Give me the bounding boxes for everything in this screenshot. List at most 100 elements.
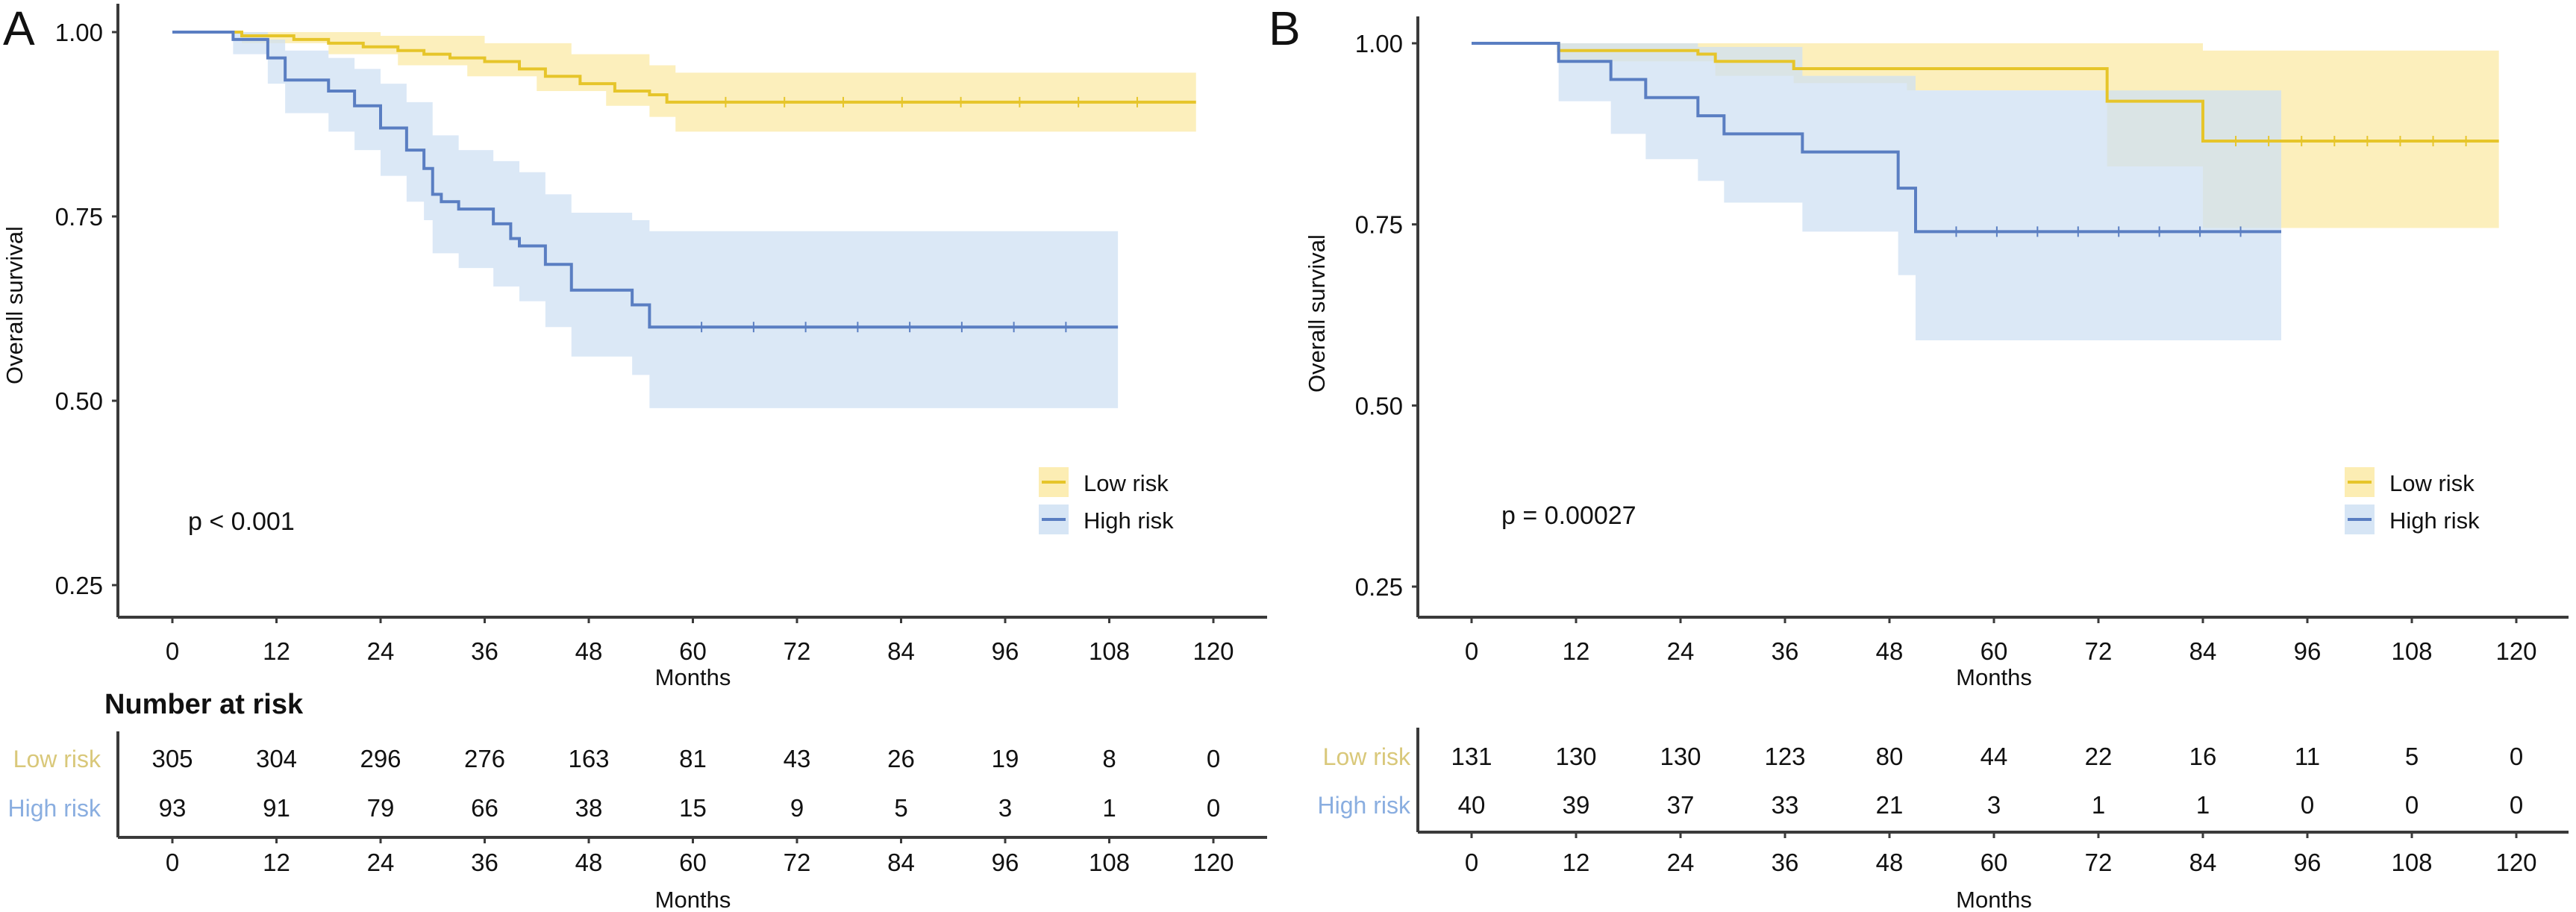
legend-label: Low risk — [1084, 470, 1169, 496]
risk-x-axis-title: Months — [1956, 887, 2032, 912]
risk-count: 16 — [2189, 743, 2217, 770]
plot-area — [1472, 42, 2499, 340]
risk-count: 0 — [1207, 745, 1220, 772]
panel-a: A Number at risk 0.250.500.751.000 12 24 36… — [1, 1, 1267, 912]
x-tick-label: 48 — [1876, 637, 1904, 665]
risk-count: 37 — [1667, 791, 1695, 819]
y-tick-label: 0.25 — [1355, 573, 1403, 601]
ci-band-high-risk — [172, 32, 1119, 408]
risk-x-tick-label: 108 — [2391, 849, 2432, 876]
x-tick-label: 108 — [2391, 637, 2432, 665]
ci-band-low-risk — [172, 32, 1196, 132]
risk-x-tick-label: 12 — [263, 849, 290, 876]
risk-count: 163 — [568, 745, 609, 772]
risk-count: 22 — [2085, 743, 2113, 770]
legend-label: High risk — [2389, 507, 2480, 534]
legend-label: High risk — [1084, 507, 1174, 534]
p-value-annotation: p = 0.00027 — [1501, 502, 1636, 530]
x-tick-label: 12 — [263, 637, 290, 665]
y-axis-title: Overall survival — [1, 226, 28, 384]
risk-x-tick-label: 84 — [887, 849, 915, 876]
risk-x-tick-label: 60 — [679, 849, 707, 876]
risk-count: 276 — [464, 745, 505, 772]
risk-x-tick-label: 72 — [2085, 849, 2113, 876]
risk-count: 0 — [2510, 743, 2523, 770]
risk-count: 305 — [151, 745, 193, 772]
risk-count: 9 — [790, 794, 804, 822]
risk-count: 123 — [1764, 743, 1805, 770]
risk-count: 93 — [159, 794, 187, 822]
x-tick-label: 72 — [784, 637, 811, 665]
x-tick-label: 36 — [1772, 637, 1799, 665]
y-tick-label: 0.25 — [55, 572, 103, 599]
risk-count: 43 — [784, 745, 811, 772]
x-tick-label: 84 — [2189, 637, 2217, 665]
risk-count: 40 — [1458, 791, 1486, 819]
risk-count: 79 — [367, 794, 395, 822]
risk-count: 1 — [2196, 791, 2210, 819]
risk-row-label: Low risk — [1323, 743, 1411, 770]
risk-count: 130 — [1660, 743, 1701, 770]
x-tick-label: 120 — [2495, 637, 2536, 665]
legend: Low risk High risk — [1039, 467, 1174, 534]
risk-count: 0 — [2301, 791, 2314, 819]
x-tick-label: 48 — [575, 637, 603, 665]
x-axis-title: Months — [655, 664, 731, 690]
risk-x-tick-label: 120 — [1192, 849, 1234, 876]
risk-x-tick-label: 12 — [1563, 849, 1590, 876]
x-tick-label: 120 — [1192, 637, 1234, 665]
x-tick-label: 108 — [1089, 637, 1130, 665]
panel-b: B 0.250.500.751.000 12 24 36 48 60 72 84 96 108 12… — [1269, 1, 2569, 912]
risk-x-tick-label: 48 — [575, 849, 603, 876]
risk-count: 1 — [2092, 791, 2105, 819]
risk-table-title: Number at risk — [104, 689, 304, 720]
y-tick-label: 1.00 — [55, 19, 103, 46]
km-curve-low-risk — [1472, 42, 2499, 143]
y-tick-label: 1.00 — [1355, 30, 1403, 57]
risk-count: 131 — [1451, 743, 1492, 770]
risk-row-label: Low risk — [13, 746, 101, 772]
risk-count: 5 — [894, 794, 907, 822]
p-value-annotation: p < 0.001 — [188, 507, 295, 536]
risk-count: 21 — [1876, 791, 1904, 819]
risk-count: 39 — [1563, 791, 1590, 819]
risk-count: 3 — [998, 794, 1012, 822]
legend-label: Low risk — [2389, 470, 2475, 496]
km-curve-high-risk — [172, 31, 1119, 329]
risk-count: 66 — [471, 794, 498, 822]
x-tick-label: 24 — [1667, 637, 1695, 665]
risk-row-label: High risk — [1318, 792, 1411, 819]
risk-count: 26 — [887, 745, 915, 772]
x-tick-label: 0 — [166, 637, 179, 665]
risk-x-tick-label: 48 — [1876, 849, 1904, 876]
y-axis-title: Overall survival — [1304, 234, 1330, 393]
y-tick-label: 0.50 — [55, 387, 103, 415]
risk-count: 80 — [1876, 743, 1904, 770]
risk-count: 1 — [1102, 794, 1116, 822]
risk-count: 0 — [2405, 791, 2419, 819]
x-tick-label: 12 — [1563, 637, 1590, 665]
y-tick-label: 0.75 — [55, 203, 103, 231]
risk-x-tick-label: 72 — [784, 849, 811, 876]
risk-x-tick-label: 36 — [471, 849, 498, 876]
risk-count: 296 — [360, 745, 401, 772]
risk-x-tick-label: 96 — [992, 849, 1019, 876]
risk-count: 15 — [679, 794, 707, 822]
x-tick-label: 36 — [471, 637, 498, 665]
risk-count: 91 — [263, 794, 290, 822]
y-tick-label: 0.50 — [1355, 392, 1403, 419]
risk-x-tick-label: 108 — [1089, 849, 1130, 876]
risk-x-tick-label: 24 — [1667, 849, 1695, 876]
risk-count: 81 — [679, 745, 707, 772]
risk-count: 38 — [575, 794, 603, 822]
risk-x-tick-label: 84 — [2189, 849, 2217, 876]
risk-x-tick-label: 0 — [166, 849, 179, 876]
x-tick-label: 96 — [2294, 637, 2322, 665]
km-curve-high-risk — [1472, 42, 2281, 234]
risk-x-axis-title: Months — [655, 887, 731, 912]
risk-row-label: High risk — [8, 795, 101, 822]
risk-count: 44 — [1981, 743, 2008, 770]
plot-area — [172, 31, 1196, 408]
x-tick-label: 84 — [887, 637, 915, 665]
